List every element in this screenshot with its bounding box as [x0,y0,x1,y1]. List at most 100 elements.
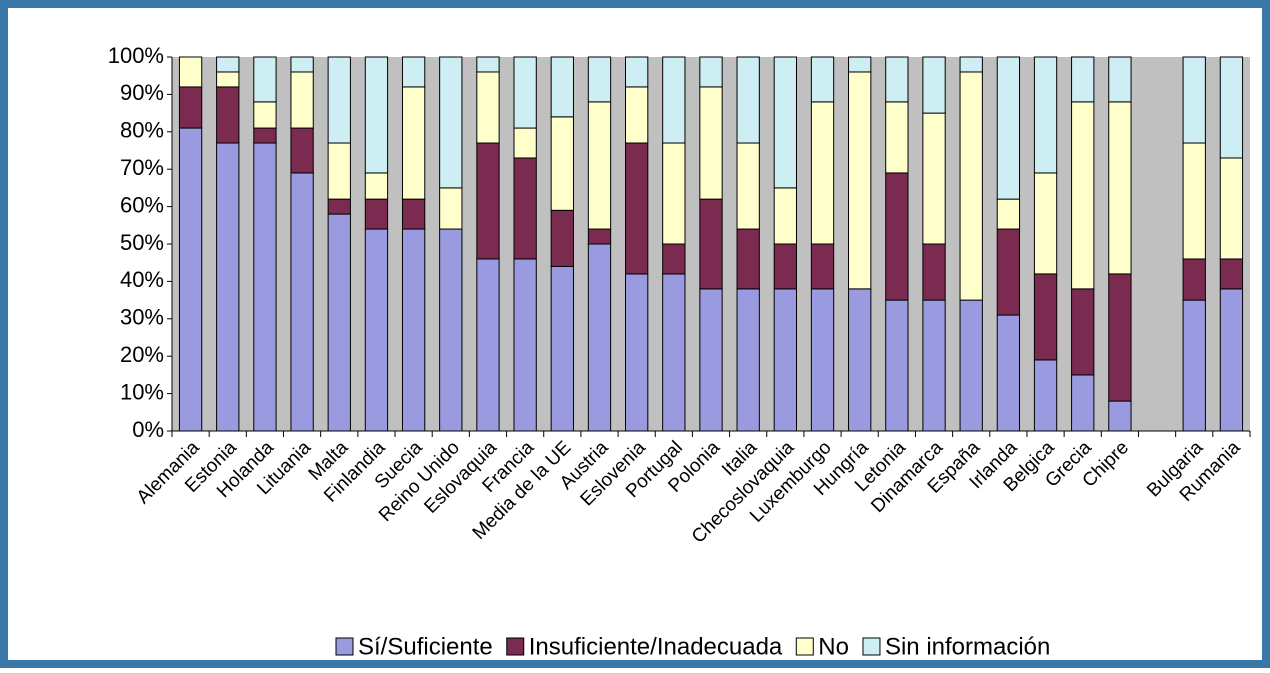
bar-segment [550,209,574,267]
bar-segment [1033,359,1058,432]
bar-segment [178,56,203,88]
bar-segment [885,172,909,301]
bar-segment [290,172,314,432]
legend-label: Insuficiente/Inadecuada [529,633,783,660]
bar-segment [1108,101,1132,275]
bar-segment [364,172,389,200]
bar-segment [513,56,537,129]
y-tick-label: 50% [120,230,164,255]
bar-segment [550,265,574,432]
bar-segment [848,288,872,432]
bar-segment [1071,56,1095,103]
bar-segment [513,258,537,432]
bar-segment [476,56,500,73]
bar-segment [1182,299,1206,432]
bar-segment [253,127,277,144]
bar-segment [253,101,277,129]
bar-segment [773,288,797,432]
bar-segment [810,101,835,245]
bar-segment [736,142,760,230]
bar-segment [327,142,351,200]
y-tick-label: 60% [120,192,164,217]
bar-segment [1219,56,1244,159]
legend-swatch [795,637,814,656]
bar-segment [1108,56,1132,103]
bar-segment [216,56,240,73]
bar-segment [439,187,463,230]
bar-segment [1182,142,1206,260]
y-tick-label: 100% [108,43,164,68]
bar-segment [401,86,426,200]
bar-segment [736,288,760,432]
bar-segment [959,299,983,432]
bar-segment [885,299,909,432]
bar-segment [1033,273,1058,361]
bar-segment [1071,288,1095,376]
bar-segment [216,142,240,432]
bar-segment [922,112,946,245]
legend-swatch [862,637,881,656]
bar-segment [810,288,835,432]
legend-swatch [506,637,525,656]
bar-segment [476,71,500,144]
bar-segment [773,243,797,290]
bar-segment [1108,273,1132,402]
bar-segment [699,86,723,200]
bar-segment [216,86,240,144]
y-tick-label: 20% [120,342,164,367]
bar-segment [736,56,760,144]
y-tick-label: 90% [120,80,164,105]
bar-segment [327,198,351,215]
bar-segment [736,228,760,290]
bar-segment [1033,56,1058,174]
bar-segment [996,314,1021,432]
bar-segment [327,56,351,144]
bar-segment [476,258,500,432]
bar-segment [662,243,686,275]
y-tick-label: 80% [120,118,164,143]
bar-segment [699,198,723,290]
y-tick-label: 40% [120,267,164,292]
legend-label: Sin información [885,633,1050,660]
bar-segment [625,56,649,88]
bar-segment [848,56,872,73]
bar-segment [922,299,946,432]
bar-segment [922,56,946,114]
bar-segment [587,56,612,103]
bar-segment [587,243,612,432]
bar-segment [1219,258,1244,290]
legend-swatch [335,637,354,656]
bar-segment [959,56,983,73]
bar-segment [773,56,797,189]
bar-segment [699,56,723,88]
bar-segment [848,71,872,290]
legend-label: Sí/Suficiente [358,633,493,660]
bar-segment [253,56,277,103]
bar-segment [550,56,574,118]
bar-segment [625,142,649,275]
bar-segment [810,243,835,290]
bar-segment [1182,56,1206,144]
bar-segment [996,198,1021,230]
bar-segment [550,116,574,211]
bar-segment [773,187,797,245]
bar-segment [810,56,835,103]
bar-segment [1108,400,1132,432]
bar-segment [662,56,686,144]
bar-segment [327,213,351,432]
bar-segment [996,228,1021,316]
legend-label: No [818,633,849,660]
bar-segment [625,273,649,432]
bar-segment [1071,101,1095,290]
y-tick-label: 30% [120,305,164,330]
bar-segment [699,288,723,432]
bar-segment [439,228,463,432]
bar-segment [1182,258,1206,301]
bar-segment [364,228,389,432]
bar-segment [401,56,426,88]
bar-segment [253,142,277,432]
y-tick-label: 70% [120,155,164,180]
bar-segment [587,228,612,245]
bar-segment [996,56,1021,200]
